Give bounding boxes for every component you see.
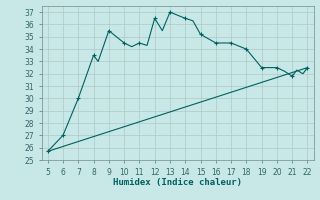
X-axis label: Humidex (Indice chaleur): Humidex (Indice chaleur): [113, 178, 242, 187]
